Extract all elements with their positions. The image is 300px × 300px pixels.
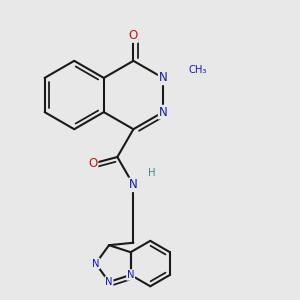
Text: N: N [105, 277, 113, 287]
Text: N: N [159, 106, 167, 118]
Text: N: N [92, 259, 99, 269]
Text: N: N [129, 178, 138, 191]
Text: H: H [148, 169, 156, 178]
Text: O: O [88, 157, 98, 170]
Text: O: O [129, 29, 138, 42]
Text: CH₃: CH₃ [188, 65, 207, 76]
Text: N: N [159, 71, 167, 84]
Text: N: N [127, 270, 134, 280]
